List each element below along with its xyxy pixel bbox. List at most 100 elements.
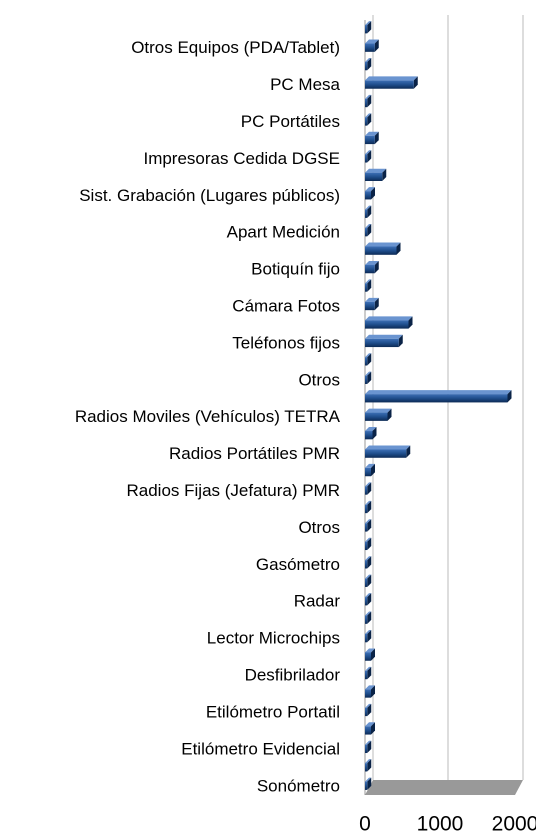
- bar: [365, 652, 371, 661]
- bar: [365, 486, 368, 495]
- y-tick-label: Desfibrilador: [245, 666, 341, 685]
- y-tick-label: Teléfonos fijos: [232, 333, 340, 352]
- bar-side: [387, 408, 392, 421]
- y-tick-label: Sonómetro: [257, 776, 340, 795]
- bar: [365, 412, 388, 421]
- bar-top: [365, 666, 372, 671]
- x-tick-label: 2000: [492, 813, 536, 835]
- bar-top: [365, 611, 372, 616]
- bar-side: [367, 759, 372, 772]
- y-tick-label: Etilómetro Evidencial: [181, 739, 340, 758]
- bar-side: [367, 740, 372, 754]
- y-tick-label: Etilómetro Portatil: [206, 702, 340, 721]
- bar: [365, 264, 375, 274]
- bar-top: [365, 740, 372, 745]
- bar: [365, 154, 368, 163]
- bar-top: [365, 427, 377, 432]
- bar: [365, 763, 368, 772]
- bar: [365, 357, 368, 366]
- bar-side: [367, 611, 372, 624]
- bar-top: [365, 777, 372, 782]
- bar-side: [382, 168, 387, 181]
- bar-side: [406, 445, 411, 458]
- bar: [365, 431, 373, 440]
- bar: [365, 449, 407, 458]
- bar-side: [367, 666, 372, 680]
- bar-top: [365, 759, 372, 764]
- bar-side: [396, 242, 401, 255]
- bar-top: [365, 537, 372, 542]
- bar: [365, 615, 368, 624]
- bar-top: [365, 242, 401, 247]
- bar: [365, 467, 371, 477]
- bar-side: [367, 482, 372, 495]
- bar-side: [367, 57, 372, 71]
- y-tick-label: PC Portátiles: [241, 112, 340, 131]
- bar-top: [365, 500, 372, 505]
- y-tick-label: Cámara Fotos: [232, 296, 340, 315]
- bar-top: [365, 297, 379, 302]
- bar-top: [365, 445, 411, 450]
- bar-side: [371, 685, 375, 698]
- bar-side: [367, 279, 372, 292]
- bar: [365, 338, 399, 348]
- bar: [365, 560, 368, 569]
- bar-top: [365, 353, 372, 358]
- bar-side: [367, 593, 372, 606]
- bar-side: [374, 297, 379, 311]
- bar-top: [365, 113, 372, 118]
- bar-top: [365, 556, 372, 561]
- bar-side: [408, 316, 413, 329]
- bar-top: [365, 630, 372, 635]
- y-tick-label: Lector Microchips: [207, 629, 340, 648]
- bar-side: [371, 187, 375, 200]
- bar: [365, 726, 371, 735]
- bar: [365, 301, 375, 311]
- bar-top: [365, 371, 372, 376]
- bar-top: [365, 187, 375, 192]
- bar: [365, 541, 368, 551]
- bar: [365, 504, 368, 514]
- floor: [365, 780, 523, 795]
- y-tick-label: Gasómetro: [256, 555, 340, 574]
- bar-top: [365, 334, 403, 339]
- bar-top: [365, 279, 372, 284]
- bar-side: [367, 21, 372, 34]
- bar: [365, 246, 397, 255]
- bar-top: [365, 260, 379, 265]
- bar-side: [367, 94, 372, 108]
- bar-side: [367, 500, 372, 514]
- bar: [365, 707, 368, 717]
- x-tick-label: 0: [359, 813, 371, 835]
- bar-top: [365, 482, 372, 487]
- bar-side: [371, 722, 375, 735]
- bar: [365, 80, 414, 89]
- y-tick-label: Radios Portátiles PMR: [169, 444, 340, 463]
- bar-top: [365, 685, 375, 690]
- bar-side: [367, 224, 372, 237]
- bar: [365, 25, 368, 34]
- bar: [365, 98, 368, 108]
- bar-side: [367, 777, 372, 790]
- bar: [365, 172, 383, 181]
- bar-side: [367, 371, 372, 384]
- bar: [365, 523, 368, 532]
- bar: [365, 394, 508, 403]
- bar-top: [365, 39, 379, 44]
- bar-top: [365, 94, 372, 99]
- y-tick-label: PC Mesa: [270, 75, 340, 94]
- bar-side: [371, 463, 375, 477]
- bar: [365, 744, 368, 754]
- bar-top: [365, 648, 375, 653]
- bar-side: [367, 205, 372, 218]
- bar-top: [365, 150, 372, 155]
- bar: [365, 597, 368, 606]
- bar-side: [367, 630, 372, 643]
- x-tick-label: 1000: [417, 813, 464, 835]
- bar: [365, 375, 368, 384]
- bar: [365, 61, 368, 71]
- bar-top: [365, 463, 375, 468]
- bar-top: [365, 316, 413, 321]
- bar-side: [374, 260, 379, 274]
